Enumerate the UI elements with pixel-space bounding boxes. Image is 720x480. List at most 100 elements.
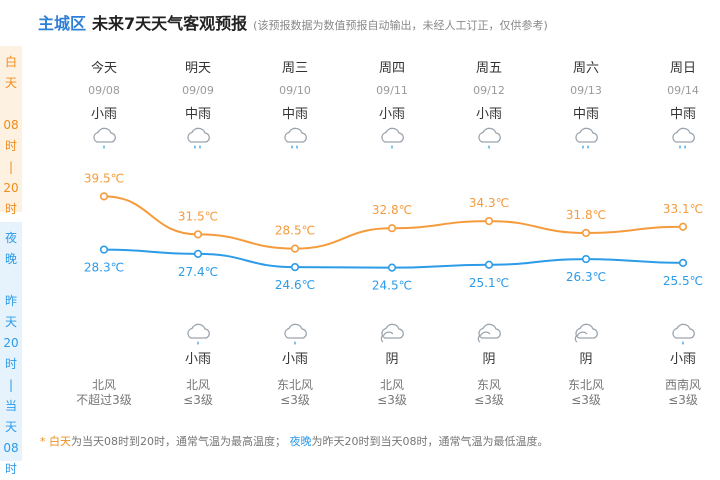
rain-drop-icon: [103, 145, 105, 149]
rain-drop-icon: [294, 341, 296, 345]
day-temperature-point[interactable]: [387, 224, 397, 233]
night-side-char: 08: [3, 441, 19, 455]
rain-drop-icon: [684, 145, 686, 149]
forecast-title: 未来7天天气客观预报: [92, 14, 248, 33]
night-side-char: 晚: [4, 252, 17, 266]
day-temperature-point[interactable]: [99, 192, 109, 201]
footer-night-text: 为昨天20时到当天08时，通常气温为最低温度。: [311, 435, 549, 448]
day-temperature-label: 31.8℃: [566, 208, 606, 222]
night-weather-label: 阴: [482, 352, 496, 367]
overcast-icon: [380, 323, 404, 343]
night-temperature-label: 28.3℃: [84, 261, 124, 275]
night-weather-label: 小雨: [669, 352, 696, 367]
night-weather-label: 小雨: [281, 352, 308, 367]
night-side-char: 昨: [4, 294, 17, 308]
night-temperature-point[interactable]: [193, 249, 203, 258]
night-side-char: 时: [4, 357, 17, 371]
night-forecast-column[interactable]: 小雨 东北风 ≤3级: [250, 322, 340, 408]
night-forecast-column[interactable]: 阴北风 ≤3级: [347, 322, 437, 408]
night-temperature-point[interactable]: [581, 254, 591, 264]
day-temperature-point[interactable]: [290, 244, 300, 253]
night-weather-label: [59, 352, 149, 368]
day-temperature-label: 33.1℃: [663, 202, 703, 216]
light-rain-icon: [381, 127, 404, 149]
weekday-label: 周三: [281, 61, 308, 76]
night-forecast-column[interactable]: 阴东风 ≤3级: [444, 322, 534, 408]
footer-night-label: 夜晚: [289, 435, 312, 448]
night-temperature-point[interactable]: [484, 260, 494, 269]
date-label: 09/14: [667, 84, 699, 97]
light-rain-icon: [672, 323, 695, 345]
district-name[interactable]: 主城区: [38, 14, 87, 33]
night-temperature-label: 24.5℃: [372, 279, 412, 293]
day-temperature-point[interactable]: [484, 216, 494, 226]
rain-drop-icon: [582, 145, 584, 149]
night-side-char: |: [8, 378, 14, 392]
day-temperature-label: 32.8℃: [372, 203, 412, 217]
wind-level-label: 不超过3级: [76, 393, 132, 407]
night-temperature-line: [103, 248, 684, 269]
rain-drop-icon: [682, 341, 684, 345]
day-forecast-column[interactable]: 周六 09/13 中雨: [546, 60, 626, 152]
day-forecast-column[interactable]: 周日 09/14 中雨: [643, 60, 720, 152]
date-label: 09/13: [570, 84, 602, 97]
night-side-char: 时: [4, 462, 17, 476]
day-temperature-label: 34.3℃: [469, 196, 509, 210]
night-forecast-column[interactable]: 阴东北风 ≤3级: [541, 322, 631, 408]
day-temperature-point[interactable]: [581, 228, 591, 238]
light-rain-icon: [284, 323, 307, 345]
night-temperature-point[interactable]: [290, 263, 300, 272]
night-side-char: [0, 270, 22, 291]
night-side-char: 天: [4, 420, 17, 434]
night-temperature-point[interactable]: [387, 263, 397, 272]
night-temperature-label: 27.4℃: [178, 265, 218, 279]
night-temperature-point[interactable]: [99, 245, 109, 254]
weekday-label: 周五: [475, 61, 502, 76]
weekday-label: 周四: [378, 61, 405, 76]
day-temperature-point[interactable]: [193, 230, 203, 239]
day-forecast-column[interactable]: 周五 09/12 小雨: [449, 60, 529, 152]
night-forecast-column[interactable]: 北风 不超过3级: [59, 322, 149, 408]
day-forecast-column[interactable]: 周三 09/10 中雨: [255, 60, 335, 152]
day-forecast-column[interactable]: 明天 09/09 中雨: [158, 60, 238, 152]
overcast-icon: [477, 323, 501, 343]
wind-direction-label: 东北风: [276, 378, 313, 392]
night-temperature-point[interactable]: [678, 258, 688, 267]
date-label: 09/12: [473, 84, 505, 97]
light-rain-icon: [93, 127, 116, 149]
rain-drop-icon: [391, 145, 393, 149]
overcast-icon: [574, 323, 598, 343]
wind-direction-label: 东风: [476, 378, 501, 392]
page-title: 主城区 未来7天天气客观预报 (该预报数据为数值预报自动输出，未经人工订正，仅供参考…: [38, 10, 548, 34]
day-temperature-line: [103, 195, 684, 250]
day-weather-label: 中雨: [572, 107, 599, 122]
light-rain-icon: [187, 323, 210, 345]
day-temperature-point[interactable]: [678, 222, 688, 231]
night-temperature-label: 26.3℃: [566, 270, 606, 284]
night-weather-label: 小雨: [184, 352, 211, 367]
night-forecast-column[interactable]: 小雨 西南风 ≤3级: [638, 322, 720, 408]
rain-drop-icon: [587, 145, 589, 149]
wind-level-label: ≤3级: [377, 393, 407, 407]
day-side-char: 天: [4, 76, 17, 90]
moderate-rain-icon: [284, 127, 307, 149]
night-side-label: 夜 晚 昨 天 20 时 | 当 天 08 时: [0, 222, 22, 476]
night-side-char: 当: [4, 399, 17, 413]
night-forecast-column[interactable]: 小雨 北风 ≤3级: [153, 322, 243, 408]
day-forecast-column[interactable]: 周四 09/11 小雨: [352, 60, 432, 152]
wind-direction-label: 北风: [185, 378, 210, 392]
night-weather-label: 阴: [579, 352, 593, 367]
weekday-label: 周六: [572, 61, 599, 76]
moderate-rain-icon: [575, 127, 598, 149]
day-temperature-label: 31.5℃: [178, 209, 218, 223]
rain-drop-icon: [291, 145, 293, 149]
date-label: 09/08: [88, 84, 120, 97]
rain-drop-icon: [197, 341, 199, 345]
wind-direction-label: 西南风: [664, 378, 701, 392]
day-side-char: 08: [3, 118, 19, 132]
footer-day-label: 白天: [49, 435, 71, 448]
footer-day-text: 为当天08时到20时，通常气温为最高温度；: [71, 435, 286, 448]
day-side-char: 20: [3, 181, 19, 195]
weekday-label: 周日: [669, 61, 696, 76]
day-forecast-column[interactable]: 今天 09/08 小雨: [64, 60, 144, 152]
